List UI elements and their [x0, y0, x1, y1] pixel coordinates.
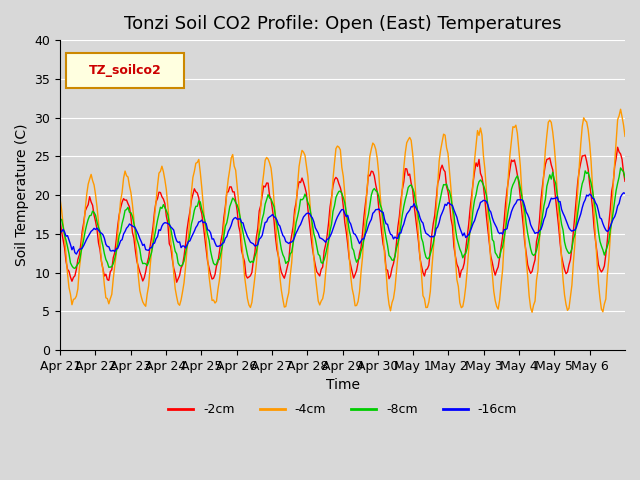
Title: Tonzi Soil CO2 Profile: Open (East) Temperatures: Tonzi Soil CO2 Profile: Open (East) Temp…: [124, 15, 561, 33]
-16cm: [460, 230, 468, 236]
-8cm: [77, 251, 84, 256]
-16cm: [618, 192, 626, 197]
-2cm: [621, 179, 629, 184]
Line: -8cm: -8cm: [60, 168, 625, 268]
-8cm: [56, 216, 64, 222]
-2cm: [545, 156, 552, 162]
Legend: -2cm, -4cm, -8cm, -16cm: -2cm, -4cm, -8cm, -16cm: [163, 398, 522, 421]
-4cm: [528, 310, 536, 315]
-4cm: [93, 204, 101, 210]
-2cm: [614, 144, 621, 150]
-16cm: [621, 191, 629, 196]
-16cm: [620, 190, 627, 196]
-4cm: [459, 304, 467, 310]
X-axis label: Time: Time: [326, 378, 360, 392]
-4cm: [620, 122, 627, 128]
-8cm: [71, 265, 79, 271]
Y-axis label: Soil Temperature (C): Soil Temperature (C): [15, 124, 29, 266]
-16cm: [348, 226, 356, 232]
Line: -16cm: -16cm: [60, 193, 625, 254]
-8cm: [620, 169, 627, 175]
-16cm: [545, 204, 552, 210]
-4cm: [545, 120, 552, 125]
-4cm: [617, 107, 625, 112]
-4cm: [621, 133, 629, 139]
-4cm: [347, 273, 355, 279]
-2cm: [460, 260, 468, 266]
-8cm: [95, 225, 102, 230]
-16cm: [95, 228, 102, 233]
-4cm: [76, 265, 83, 271]
-8cm: [348, 245, 356, 251]
-8cm: [621, 175, 629, 180]
-2cm: [56, 218, 64, 224]
-16cm: [56, 228, 64, 234]
-2cm: [348, 269, 356, 275]
-2cm: [620, 169, 627, 175]
FancyBboxPatch shape: [66, 52, 184, 88]
-8cm: [545, 178, 552, 183]
-16cm: [72, 251, 80, 257]
Line: -2cm: -2cm: [60, 147, 625, 282]
Line: -4cm: -4cm: [60, 109, 625, 312]
-2cm: [173, 279, 180, 285]
-8cm: [460, 252, 468, 258]
-2cm: [76, 252, 83, 258]
-2cm: [93, 227, 101, 232]
-16cm: [77, 246, 84, 252]
-8cm: [617, 165, 625, 171]
Text: TZ_soilco2: TZ_soilco2: [89, 64, 161, 77]
-4cm: [56, 197, 64, 203]
